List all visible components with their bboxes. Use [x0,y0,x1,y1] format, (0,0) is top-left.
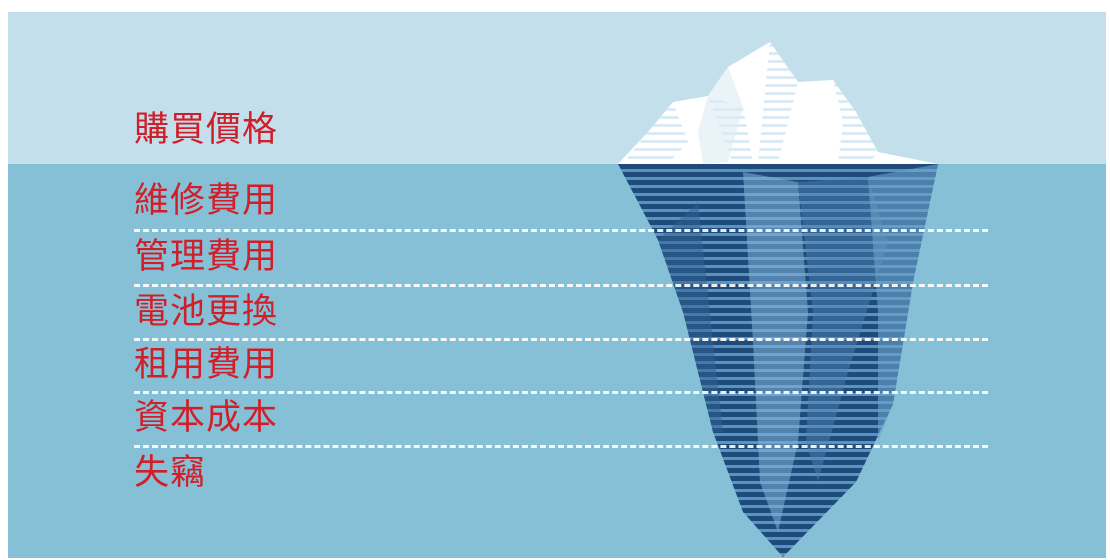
iceberg-underwater [618,164,938,557]
label-management-cost: 管理費用 [134,237,279,277]
label-rental-cost: 租用費用 [134,345,279,385]
divider-line [134,391,988,394]
divider-line [134,284,988,287]
iceberg-illustration [618,42,938,557]
label-maintenance-cost: 維修費用 [134,181,279,221]
divider-line [134,338,988,341]
divider-line [134,229,988,232]
divider-line [134,445,988,448]
label-purchase-price: 購買價格 [134,110,279,150]
sky-background [8,12,1106,164]
label-capital-cost: 資本成本 [134,398,279,438]
label-battery-replacement: 電池更換 [134,292,279,332]
iceberg-diagram: 購買價格 維修費用 管理費用 電池更換 租用費用 資本成本 失竊 [8,12,1106,558]
label-theft: 失竊 [134,453,207,493]
iceberg-above-water [618,42,938,164]
